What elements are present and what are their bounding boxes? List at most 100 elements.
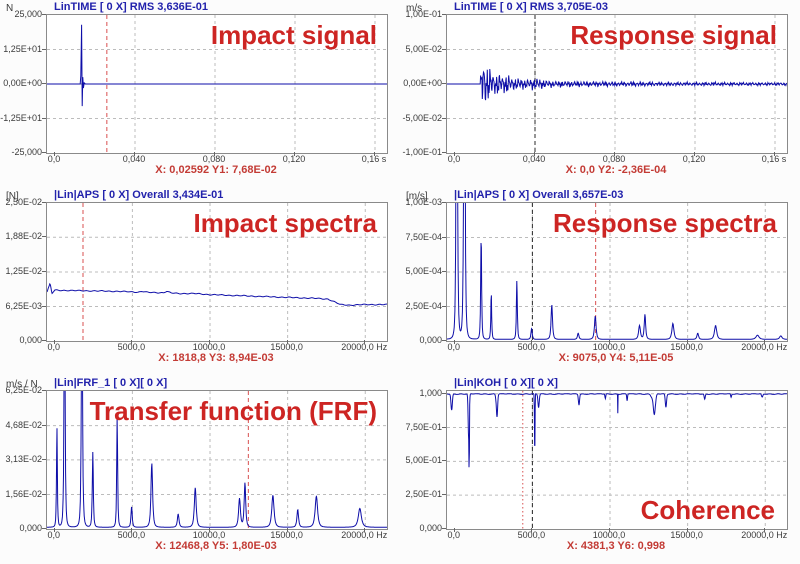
y-tick-label: -1,25E+01 <box>0 112 42 123</box>
panel-title: Response spectra <box>553 208 777 238</box>
y-tick-mark <box>42 48 46 50</box>
y-tick-mark <box>42 340 46 341</box>
x-tick-mark <box>534 152 535 156</box>
x-tick-label: 0,0 <box>447 154 461 164</box>
signal-trace <box>47 282 387 306</box>
y-tick-mark <box>442 152 446 153</box>
x-tick-label: 0,040 <box>522 154 546 164</box>
y-tick-mark <box>42 83 46 84</box>
plot-area[interactable]: Response signal <box>446 14 788 154</box>
plot-area[interactable]: Impact signal <box>46 14 388 154</box>
panel-coherence: |Lin|KOH [ 0 X][ 0 X] Coherence X: 4381,… <box>400 376 800 564</box>
x-tick-mark <box>209 528 210 532</box>
x-tick-label: 20000,0 Hz <box>741 530 788 540</box>
x-tick-label: 10000,0 <box>592 342 626 352</box>
y-tick-mark <box>442 271 446 272</box>
signal-trace <box>47 391 387 528</box>
cursor-readout: X: 9075,0 Y4: 5,11E-05 <box>558 352 674 364</box>
x-tick-mark <box>374 152 375 156</box>
x-tick-label: 0,0 <box>47 154 61 164</box>
y-tick-label: 0,00E+00 <box>3 78 42 88</box>
y-tick-label: -25,000 <box>11 147 42 157</box>
panel-impact-spectra: [N] |Lin|APS [ 0 X] Overall 3,434E-01 Im… <box>0 188 400 376</box>
x-tick-label: 0,120 <box>282 154 306 164</box>
x-tick-mark <box>531 340 533 344</box>
y-axis-unit: m/s / N <box>6 379 38 390</box>
panel-transfer-function: m/s / N |Lin|FRF_1 [ 0 X][ 0 X] Transfer… <box>0 376 400 564</box>
x-tick-label: 5000,0 <box>517 342 546 352</box>
x-tick-label: 20000,0 Hz <box>341 530 388 540</box>
x-tick-mark <box>686 528 688 532</box>
y-tick-mark <box>42 117 46 119</box>
channel-header: |Lin|APS [ 0 X] Overall 3,657E-03 <box>454 189 624 201</box>
x-tick-mark <box>453 528 455 532</box>
x-tick-mark <box>764 528 766 532</box>
chart-canvas <box>447 203 787 341</box>
chart-canvas <box>47 203 387 341</box>
panel-title: Impact signal <box>210 20 377 50</box>
signal-trace <box>47 24 387 107</box>
cursor-readout: X: 12468,8 Y5: 1,80E-03 <box>155 540 277 552</box>
y-tick-mark <box>442 236 446 238</box>
y-tick-label: 5,00E-04 <box>405 266 442 276</box>
plot-area[interactable]: Response spectra <box>446 202 788 342</box>
y-tick-label: 0,000 <box>19 523 42 533</box>
y-tick-mark <box>42 458 46 460</box>
y-tick-label: 0,00E+00 <box>403 78 442 88</box>
x-tick-mark <box>609 528 610 532</box>
x-tick-mark <box>131 340 133 344</box>
x-tick-mark <box>54 152 55 156</box>
panel-title: Coherence <box>640 495 775 525</box>
x-tick-mark <box>694 152 695 156</box>
y-tick-label: 0,000 <box>19 335 42 345</box>
channel-header: |Lin|KOH [ 0 X][ 0 X] <box>454 377 558 389</box>
plot-area[interactable]: Impact spectra <box>46 202 388 342</box>
y-tick-mark <box>42 271 46 272</box>
x-tick-label: 0,080 <box>602 154 626 164</box>
x-tick-mark <box>131 528 133 532</box>
y-tick-label: 1,000 <box>419 387 442 398</box>
x-tick-label: 10000,0 <box>592 530 626 540</box>
gridlines <box>47 391 387 529</box>
x-tick-mark <box>531 528 533 532</box>
y-tick-label: 25,000 <box>14 9 42 19</box>
x-tick-label: 10000,0 <box>192 342 226 352</box>
y-tick-label: 7,50E-04 <box>405 231 442 242</box>
y-tick-mark <box>442 494 446 496</box>
panel-title: Response signal <box>570 20 777 50</box>
y-tick-mark <box>442 14 446 15</box>
x-tick-label: 20000,0 Hz <box>341 342 388 352</box>
x-tick-mark <box>364 340 366 344</box>
x-tick-label: 0,0 <box>47 342 61 352</box>
cursor-readout: X: 0,02592 Y1: 7,68E-02 <box>155 164 277 176</box>
channel-header: |Lin|APS [ 0 X] Overall 3,434E-01 <box>54 189 224 201</box>
x-tick-label: 15000,0 <box>270 530 303 540</box>
y-tick-label: 2,50E-01 <box>405 489 442 500</box>
x-tick-label: 0,0 <box>47 530 61 540</box>
plot-area[interactable]: Coherence <box>446 390 788 530</box>
signal-trace <box>447 203 787 340</box>
x-tick-mark <box>53 340 55 344</box>
y-tick-label: 0,000 <box>419 523 442 533</box>
y-tick-mark <box>442 305 446 307</box>
x-tick-label: 0,120 <box>682 154 706 164</box>
y-axis-unit: [m/s] <box>406 191 428 202</box>
cursor-lines <box>522 391 533 529</box>
x-tick-label: 0,0 <box>447 342 461 352</box>
y-tick-label: 5,00E-01 <box>405 455 442 466</box>
x-tick-label: 5000,0 <box>117 342 146 352</box>
y-axis-unit: m/s <box>406 3 423 14</box>
plot-area[interactable]: Transfer function (FRF) <box>46 390 388 530</box>
y-tick-label: 4,68E-02 <box>5 419 42 430</box>
panel-response-signal: m/s LinTIME [ 0 X] RMS 3,705E-03 Respons… <box>400 0 800 188</box>
y-tick-label: 3,13E-02 <box>5 453 42 464</box>
x-tick-label: 15000,0 <box>670 342 703 352</box>
y-tick-mark <box>442 48 446 50</box>
chart-canvas <box>47 391 387 529</box>
y-tick-mark <box>442 528 446 529</box>
channel-header: LinTIME [ 0 X] RMS 3,705E-03 <box>454 1 609 13</box>
x-tick-mark <box>774 152 775 156</box>
y-tick-mark <box>42 528 46 529</box>
y-tick-label: -5,00E-02 <box>402 112 442 123</box>
